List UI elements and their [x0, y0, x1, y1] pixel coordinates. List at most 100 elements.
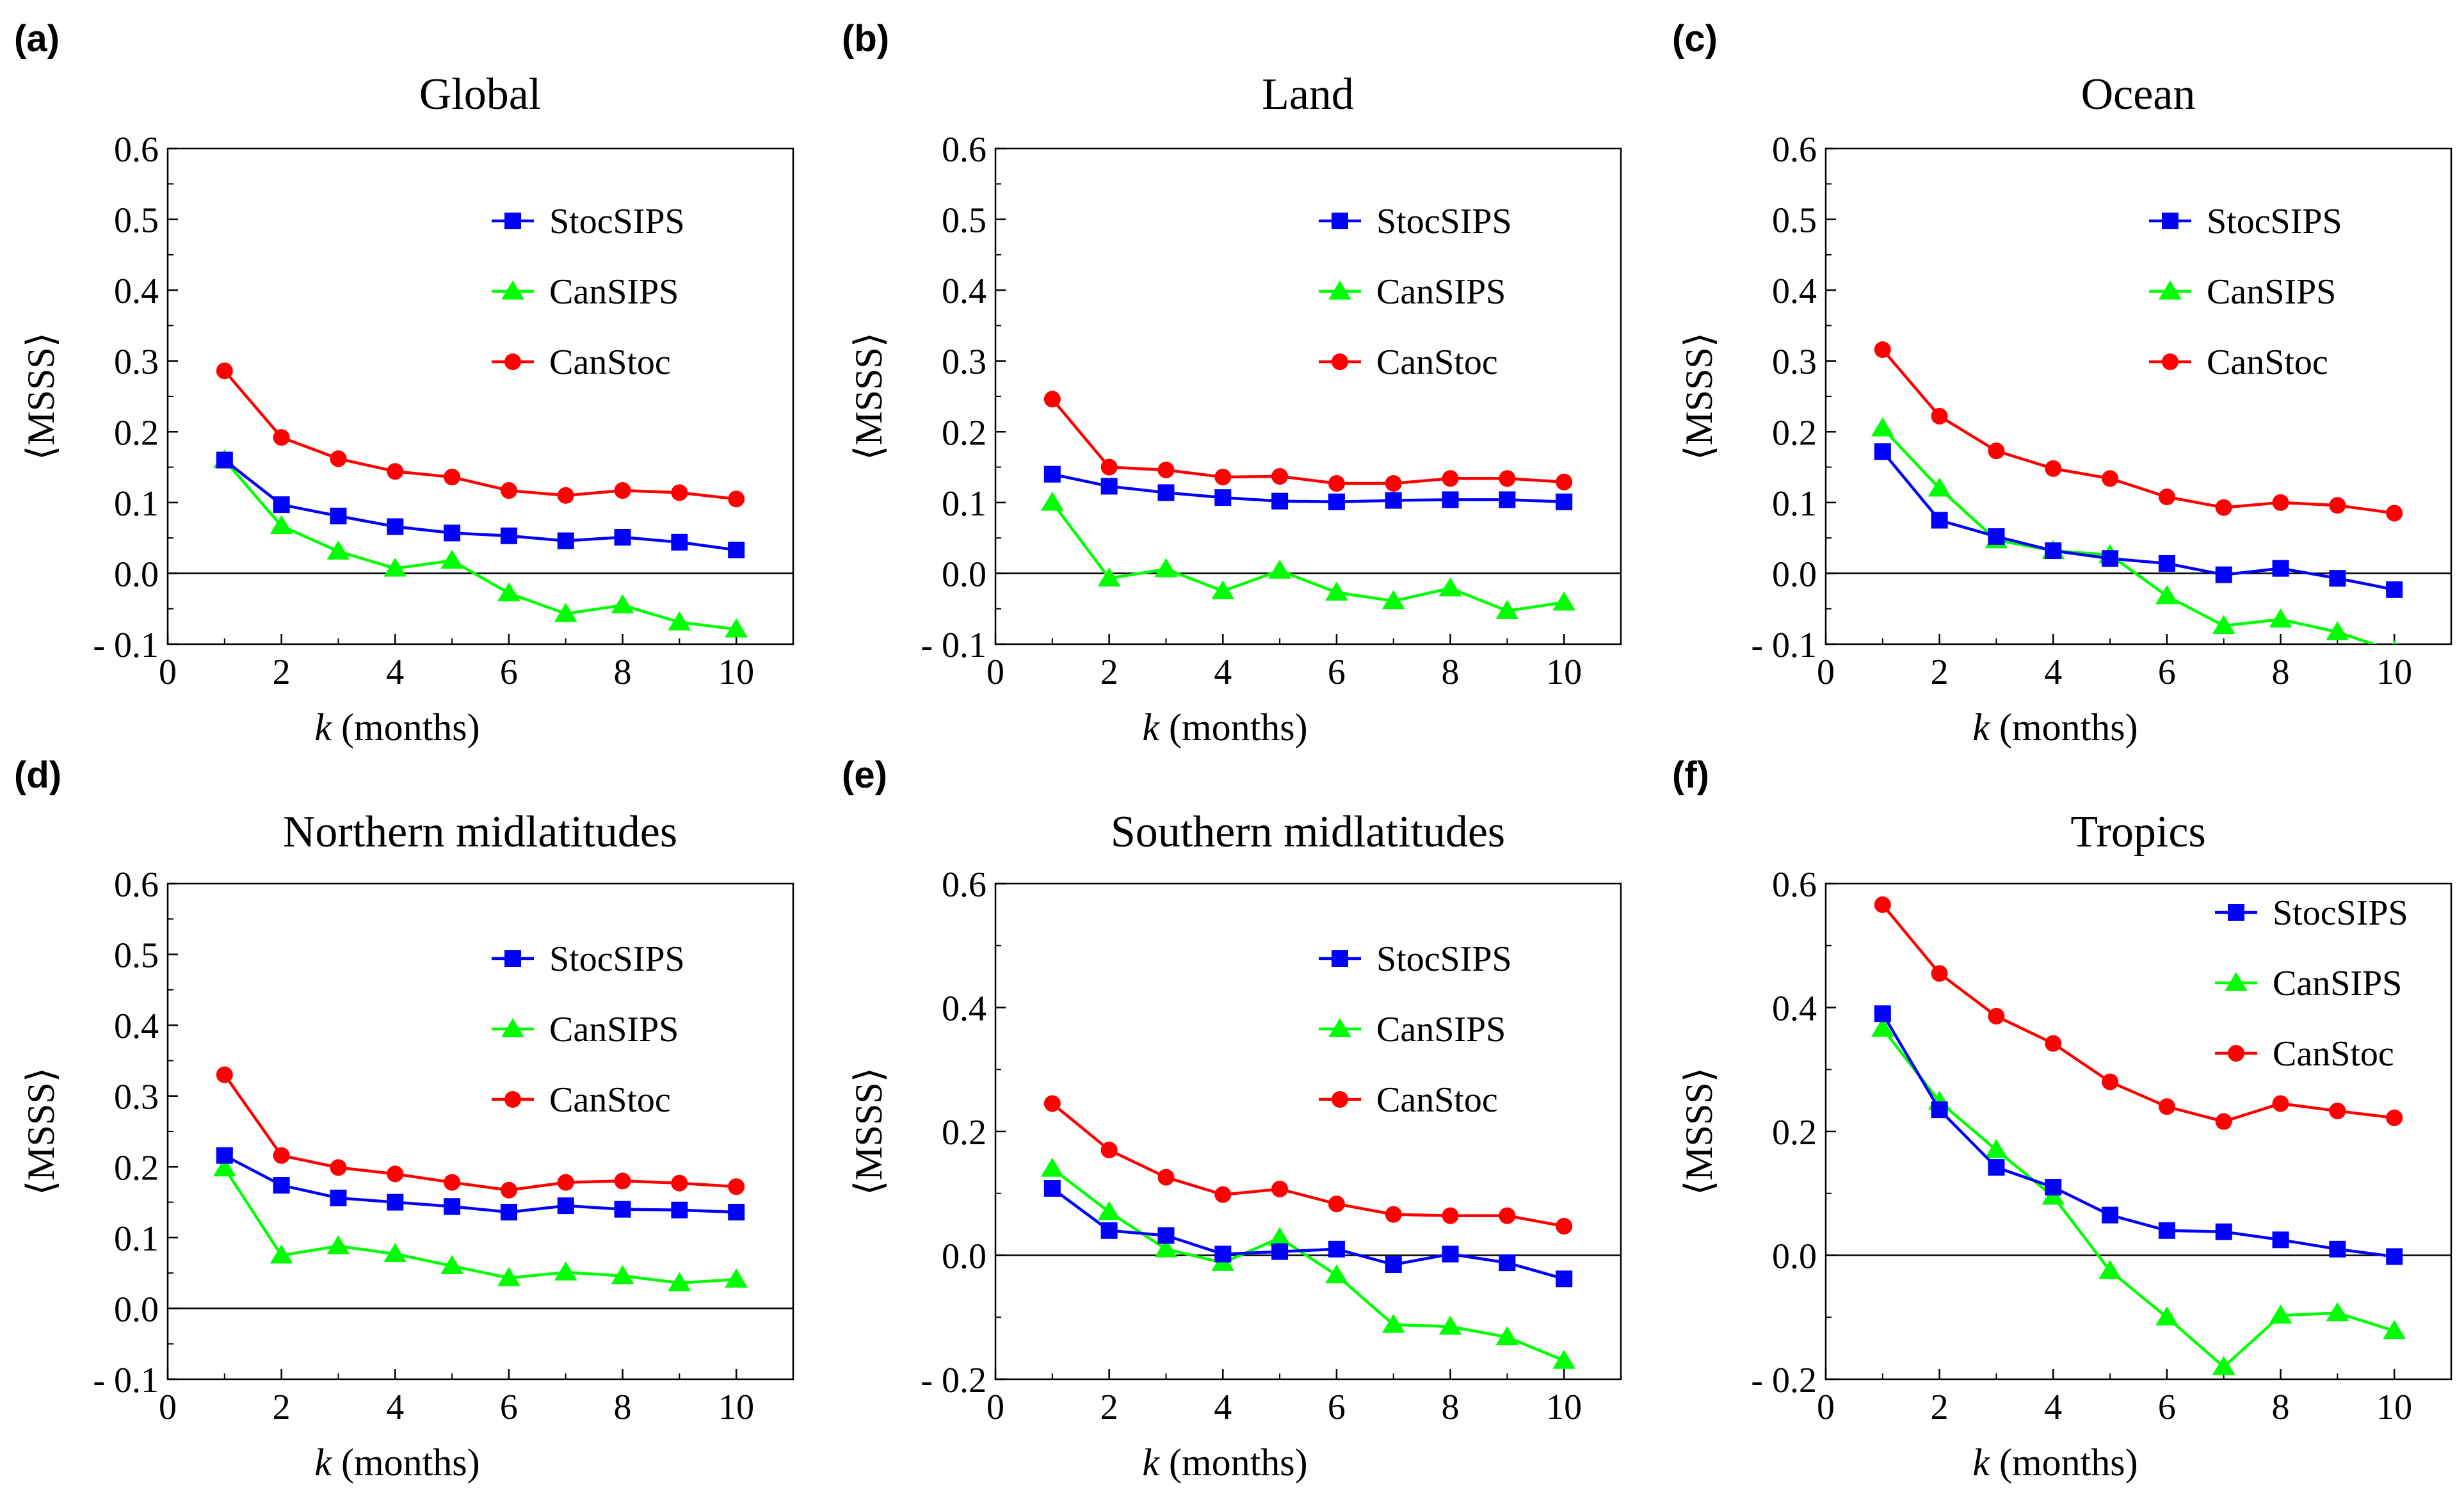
data-area — [1871, 341, 2403, 644]
x-tick-label: 6 — [500, 652, 518, 692]
data-point-canstoc — [330, 450, 347, 467]
data-point-cansips — [1325, 1264, 1348, 1284]
data-point-canstoc — [728, 1178, 745, 1195]
legend-entry: CanStoc — [1376, 343, 1498, 382]
plot-frame — [994, 882, 1622, 1380]
data-point-canstoc — [557, 487, 574, 504]
data-point-stocsips — [1157, 484, 1175, 501]
x-axis-label: k (months) — [314, 706, 479, 749]
panel-f: (f) Tropics 0 2 4 6 8 10 - 0.2 0.0 0.2 0.4 0.6 k (mon… — [1672, 754, 2452, 1484]
data-point-canstoc — [444, 469, 461, 486]
series-line-stocsips — [223, 458, 737, 552]
data-point-canstoc — [1499, 1207, 1516, 1224]
data-point-stocsips — [500, 1204, 517, 1221]
y-axis-label: ⟨MSSS⟩ — [1678, 332, 1720, 460]
data-point-stocsips — [2329, 1240, 2346, 1258]
data-point-stocsips — [2102, 1206, 2119, 1224]
data-point-canstoc — [557, 1174, 574, 1191]
legend-marker — [1332, 213, 1348, 229]
data-point-stocsips — [1100, 1222, 1118, 1239]
legend-marker — [504, 950, 521, 967]
panel-title: Ocean — [2081, 70, 2196, 119]
x-tick-label: 2 — [1931, 652, 1949, 692]
legend-entry: StocSIPS — [1376, 202, 1512, 241]
data-point-cansips — [1985, 1139, 2008, 1158]
data-area — [1871, 896, 2406, 1375]
series-line-stocsips — [1881, 450, 2395, 592]
y-tick-label: 0.1 — [1772, 484, 1817, 524]
legend-entry: StocSIPS — [2273, 893, 2408, 933]
legend-marker — [1332, 1091, 1348, 1108]
series-line-canstoc — [1051, 398, 1565, 485]
y-tick-label: 0.0 — [1772, 555, 1817, 594]
x-tick-label: 8 — [1442, 1388, 1460, 1427]
data-point-stocsips — [330, 507, 347, 524]
data-point-stocsips — [216, 1147, 233, 1164]
legend-marker — [1332, 950, 1348, 967]
y-axis-label: ⟨MSSS⟩ — [20, 332, 62, 460]
data-point-stocsips — [1988, 1159, 2005, 1176]
data-point-cansips — [440, 1255, 463, 1274]
data-point-canstoc — [1328, 475, 1345, 492]
panel-label: (c) — [1672, 18, 1718, 60]
data-point-canstoc — [1556, 473, 1573, 490]
data-point-cansips — [1268, 1227, 1291, 1247]
panel-label: (f) — [1672, 754, 1709, 796]
data-point-canstoc — [2102, 1073, 2119, 1090]
plot-frame — [994, 147, 1622, 645]
x-tick-label: 4 — [2044, 1388, 2062, 1427]
data-point-cansips — [2392, 640, 2397, 644]
y-axis-label: ⟨MSSS⟩ — [20, 1067, 62, 1195]
x-tick-label: 10 — [2376, 1388, 2412, 1427]
y-tick-label: - 0.1 — [93, 1361, 159, 1400]
panel-label: (e) — [842, 754, 887, 796]
data-point-stocsips — [387, 518, 404, 535]
y-tick-label: 0.2 — [114, 1148, 159, 1188]
panel-b: (b) Land 0 2 4 6 8 10 - 0.1 0.0 0.1 0.2 0.3 0.4 0.5 0.6… — [842, 18, 1622, 749]
data-point-cansips — [1268, 560, 1291, 579]
data-point-stocsips — [2045, 1179, 2062, 1196]
data-point-stocsips — [2158, 1222, 2175, 1239]
x-axis-label: k (months) — [1972, 1441, 2138, 1484]
data-point-canstoc — [614, 1172, 631, 1190]
data-point-stocsips — [1556, 493, 1573, 510]
data-point-stocsips — [1931, 1101, 1948, 1119]
x-tick-label: 6 — [500, 1388, 518, 1427]
legend-entry: CanStoc — [2207, 343, 2328, 382]
y-tick-label: 0.6 — [114, 130, 159, 170]
data-point-stocsips — [728, 1204, 745, 1221]
data-point-cansips — [326, 540, 350, 560]
legend-marker — [2225, 972, 2248, 991]
legend-entry: CanSIPS — [549, 1010, 679, 1049]
data-point-canstoc — [728, 490, 745, 508]
data-point-canstoc — [216, 1066, 233, 1083]
x-tick-label: 2 — [273, 652, 291, 692]
panel-title: Southern midlatitudes — [1111, 807, 1505, 857]
data-point-canstoc — [2329, 497, 2346, 514]
series-line-stocsips — [1052, 473, 1565, 504]
data-point-canstoc — [671, 1174, 688, 1192]
data-point-canstoc — [2158, 1098, 2175, 1115]
y-tick-label: 0.0 — [1772, 1237, 1817, 1277]
y-tick-label: 0.2 — [1772, 1113, 1817, 1153]
x-tick-label: 4 — [1214, 1388, 1232, 1427]
data-point-cansips — [1552, 591, 1576, 611]
data-point-canstoc — [1214, 469, 1232, 486]
data-point-cansips — [725, 618, 748, 638]
x-tick-label: 4 — [386, 1388, 404, 1427]
data-point-stocsips — [444, 1198, 461, 1215]
data-point-canstoc — [2045, 460, 2062, 477]
x-tick-label: 2 — [273, 1388, 291, 1427]
x-axis-label: k (months) — [1142, 706, 1307, 749]
data-point-cansips — [1495, 600, 1519, 619]
data-point-cansips — [1097, 567, 1121, 587]
x-tick-label: 4 — [1214, 652, 1232, 692]
plot-frame — [1824, 882, 2452, 1380]
data-point-canstoc — [2215, 1113, 2232, 1130]
x-tick-label: 0 — [986, 1388, 1004, 1427]
data-point-cansips — [1381, 590, 1405, 610]
panel-title: Tropics — [2070, 807, 2205, 857]
data-point-cansips — [2212, 1356, 2235, 1375]
data-point-stocsips — [1442, 491, 1459, 508]
series-line-canstoc — [1881, 903, 2395, 1123]
